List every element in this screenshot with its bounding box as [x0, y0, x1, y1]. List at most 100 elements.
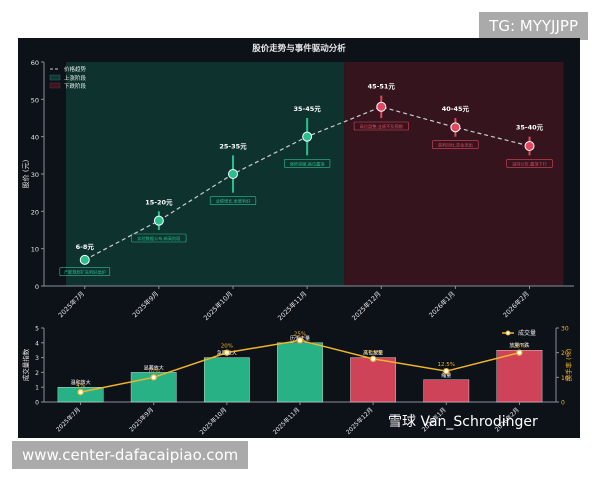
volume-x-tick-label: 2025年7月 [54, 406, 82, 434]
uptrend-region [66, 62, 345, 286]
event-label-box [284, 159, 331, 168]
volume-y-tick-label: 2 [35, 370, 39, 377]
turnover-label: 10% [148, 368, 160, 374]
event-label: 减持公告,震荡下行 [512, 160, 547, 167]
volume-bar [496, 350, 543, 403]
legend-swatch-up [49, 74, 61, 81]
price-point [302, 131, 313, 142]
x-tick-label: 2026年1月 [427, 289, 457, 319]
y-tick-label: 60 [31, 59, 39, 67]
watermark-top: TG: MYYJJPP [479, 12, 588, 40]
price-point [450, 122, 461, 133]
event-label-box [506, 159, 553, 168]
turnover-point [516, 349, 523, 356]
price-range-label: 35-45元 [293, 105, 321, 113]
legend-label-trend: 价格趋势 [64, 65, 87, 73]
volume-x-tick-label: 2025年9月 [127, 406, 155, 434]
event-label: 强势突破,高位震荡 [290, 160, 325, 167]
volume-x-tick-label: 2025年12月 [344, 406, 374, 436]
volume-x-tick-label: 2025年10月 [198, 406, 228, 436]
turnover-point [223, 349, 231, 356]
y-tick-label: 0 [35, 283, 39, 291]
turnover-label: 12.5% [438, 362, 455, 368]
volume-y-tick-label: 1 [35, 385, 39, 392]
turnover-label: 4% [76, 383, 85, 389]
turnover-label: 17.5% [364, 350, 381, 356]
event-label: 实验数据公布,新高阶段 [137, 235, 181, 242]
price-point [376, 101, 387, 112]
price-point [228, 169, 239, 179]
event-label: 业绩增长,季度利好 [216, 198, 251, 205]
volume-bar [277, 342, 323, 403]
turnover-label: 20% [513, 344, 525, 350]
y-tick-label: 50 [31, 96, 39, 104]
volume-bar [203, 357, 250, 403]
downtrend-region [344, 62, 564, 286]
price-chart: 0 10 20 30 40 50 60 股价 (元) 股价走势与事件驱动分析 2025年7月 202… [22, 43, 574, 322]
volume-bar-label: 温和放大 [71, 379, 91, 386]
event-label: 获利回吐,资金流出 [438, 142, 473, 149]
turnover-y-axis-label: 换手率 (%) [564, 349, 573, 382]
turnover-point [443, 367, 450, 375]
volume-bar-label: 缩量 [441, 372, 451, 379]
event-label-box [209, 196, 257, 205]
price-range-label: 15-20元 [145, 198, 173, 206]
turnover-y-tick-label: 10 [561, 375, 569, 382]
event-label-box [432, 140, 479, 149]
volume-legend-marker [505, 330, 511, 336]
volume-y-tick-label: 0 [35, 400, 39, 407]
turnover-label: 20% [221, 344, 233, 350]
event-label-box [353, 121, 409, 131]
chart-title: 股价走势与事件驱动分析 [252, 43, 346, 54]
y-tick-label: 40 [31, 134, 39, 142]
price-range-label: 45-51元 [368, 83, 396, 91]
volume-y-tick-label: 4 [35, 340, 39, 347]
y-axis-label: 股价 (元) [22, 159, 30, 188]
price-point [79, 254, 90, 265]
event-label-box [59, 267, 111, 276]
turnover-y-tick-label: 20 [561, 350, 569, 357]
turnover-point [150, 374, 157, 381]
volume-bar [423, 379, 470, 403]
event-label-box [131, 233, 187, 243]
legend-label-down: 下跌阶段 [64, 82, 87, 90]
price-range-label: 40-45元 [442, 105, 470, 113]
x-tick-label: 2026年2月 [501, 289, 531, 319]
volume-x-tick-label: 2025年11月 [271, 406, 301, 436]
chart-panel: 0 10 20 30 40 50 60 股价 (元) 股价走势与事件驱动分析 2025年7月 202… [18, 38, 580, 438]
turnover-label: 25% [294, 331, 306, 337]
x-tick-label: 2025年11月 [275, 289, 308, 322]
volume-legend-label: 成交量 [518, 329, 536, 337]
y-tick-label: 30 [31, 171, 39, 179]
x-tick-label: 2025年10月 [201, 289, 234, 322]
price-point [153, 215, 164, 226]
y-tick-label: 20 [31, 208, 39, 216]
volume-bar-label: 放量下跌 [509, 342, 529, 349]
legend-swatch-down [49, 82, 61, 89]
watermark-bottom: www.center-dafacaipiao.com [12, 441, 249, 469]
turnover-point [369, 355, 377, 363]
volume-y-axis-label: 成交量指数 [21, 348, 30, 381]
price-range-label: 25-35元 [219, 142, 247, 150]
price-range-label: 6-8元 [76, 243, 95, 251]
x-tick-label: 2025年7月 [56, 289, 86, 319]
volume-bar-label: 显著放大 [144, 364, 164, 371]
volume-y-tick-label: 3 [35, 355, 39, 362]
volume-y-tick-label: 5 [35, 326, 39, 333]
x-tick-label: 2025年12月 [350, 289, 383, 322]
price-range-label: 35-40元 [516, 124, 544, 132]
event-label: 产能规划扩充利好出炉 [64, 269, 106, 276]
turnover-point [296, 337, 304, 344]
turnover-y-tick-label: 0 [561, 400, 565, 407]
xueqiu-watermark: 雪球 Van_Schrodinger [388, 414, 538, 430]
price-point [524, 141, 535, 151]
x-tick-label: 2025年9月 [130, 289, 160, 319]
turnover-point [77, 388, 84, 396]
volume-bar-label: 高位放量 [363, 350, 383, 357]
volume-bar [350, 357, 397, 403]
y-tick-label: 10 [31, 246, 39, 254]
legend-label-up: 上涨阶段 [64, 74, 87, 82]
turnover-y-tick-label: 30 [561, 326, 569, 333]
event-label: 高位盘整,业绩不及预期 [360, 123, 403, 130]
